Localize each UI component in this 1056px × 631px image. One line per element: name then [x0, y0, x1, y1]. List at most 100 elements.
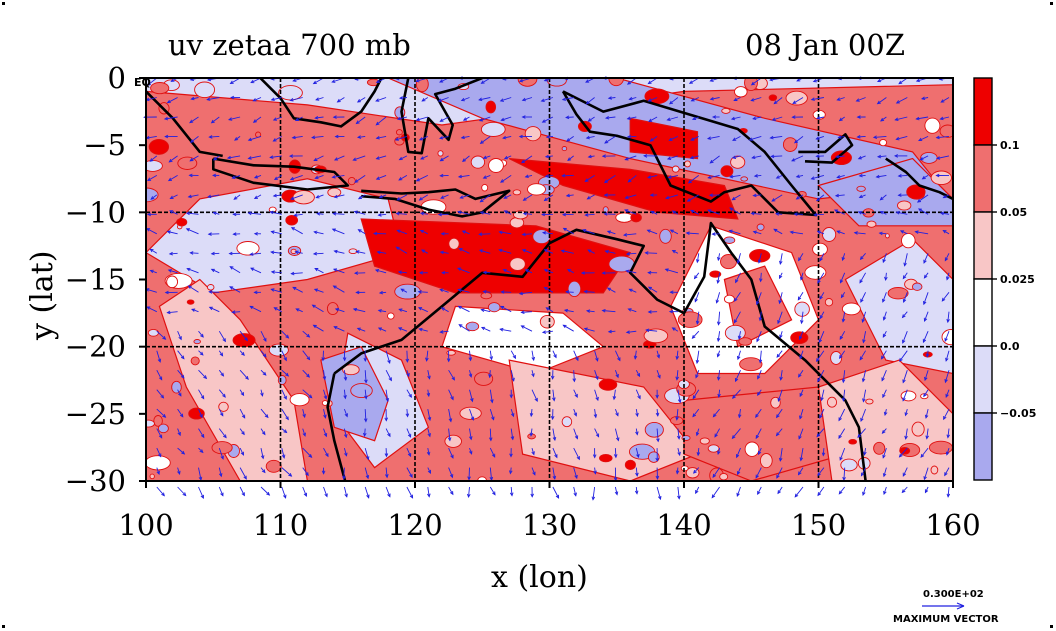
contour-cell [756, 223, 765, 231]
contour-cell [146, 419, 155, 428]
wind-vector [290, 227, 303, 235]
colorbar-swatch [973, 77, 993, 146]
wind-vector [777, 389, 783, 402]
wind-vector [752, 116, 762, 121]
coastline-segment [212, 157, 350, 191]
wind-vector [500, 290, 512, 294]
wind-vector [198, 447, 204, 454]
wind-vector [552, 467, 557, 480]
wind-vector [925, 428, 929, 440]
wind-vector [458, 248, 470, 254]
wind-vector [260, 486, 271, 496]
wind-vector [530, 486, 535, 498]
wind-vector [293, 213, 303, 217]
contour-cell [930, 465, 939, 475]
wind-vector [363, 350, 368, 363]
wind-vector [799, 272, 804, 281]
contour-cell [265, 459, 282, 473]
wind-vector [448, 486, 454, 496]
wind-vector [439, 173, 449, 178]
wind-vector [585, 309, 595, 313]
wind-vector [560, 249, 574, 254]
wind-vector [716, 331, 721, 343]
wind-vector [419, 211, 428, 216]
wind-vector [355, 116, 366, 125]
contour-cell [920, 151, 938, 164]
wind-vector [857, 428, 866, 438]
wind-vector [729, 207, 741, 215]
wind-vector [587, 249, 595, 254]
wind-vector [566, 136, 574, 142]
contour-cell [615, 212, 634, 223]
wind-vector [706, 135, 720, 140]
wind-vector [860, 467, 866, 477]
wind-vector [734, 292, 741, 302]
wind-vector [250, 267, 262, 274]
wind-vector [311, 135, 324, 140]
wind-vector [156, 486, 165, 497]
wind-vector [323, 408, 327, 419]
contour-cell [721, 107, 731, 114]
wind-vector [904, 428, 908, 440]
wind-vector [177, 467, 181, 475]
contour-cell [720, 165, 734, 178]
coastline-segment [561, 90, 818, 217]
wind-vector [364, 447, 370, 461]
wind-vector [882, 389, 887, 399]
wind-vector [510, 370, 515, 382]
wind-vector [466, 486, 471, 499]
wind-vector [302, 369, 311, 378]
wind-vector [626, 134, 637, 139]
contour-cell [567, 280, 582, 298]
wind-vector [405, 350, 410, 363]
contour-cell [539, 314, 555, 329]
wind-vector [281, 369, 290, 377]
wind-vector [229, 286, 241, 293]
wind-vector [281, 408, 289, 421]
wind-vector [352, 155, 366, 161]
wind-vector [210, 116, 220, 124]
contour-cell [911, 282, 923, 291]
wind-vector [736, 253, 741, 265]
wind-vector [480, 308, 491, 313]
wind-vector [717, 447, 721, 455]
wind-vector [820, 389, 825, 402]
wind-vector [777, 486, 783, 495]
wind-vector [281, 486, 287, 499]
wind-vector [273, 307, 283, 313]
wind-vector [709, 155, 720, 164]
wind-vector [508, 467, 513, 475]
wind-vector [561, 212, 574, 217]
wind-vector [923, 253, 929, 264]
wind-vector [260, 448, 265, 460]
wind-vector [500, 116, 512, 122]
wind-vector [945, 447, 950, 456]
wind-vector [565, 193, 574, 198]
x-tick-label: 130 [522, 508, 577, 542]
wind-vector [859, 253, 866, 261]
wind-vector [755, 467, 762, 479]
wind-vector [859, 272, 866, 284]
wind-vector [260, 350, 267, 358]
wind-vector [750, 77, 762, 86]
wind-vector [503, 194, 512, 199]
wind-vector [836, 230, 845, 235]
wind-vector [895, 135, 908, 141]
wind-vector [945, 350, 950, 362]
wind-vector [518, 291, 533, 296]
wind-vector [207, 194, 220, 199]
wind-vector [314, 268, 324, 274]
wind-vector [352, 307, 366, 313]
wind-vector [260, 408, 269, 419]
wind-vector [357, 194, 366, 200]
x-axis-label: x (lon) [491, 560, 588, 595]
wind-vector [210, 251, 220, 256]
contour-cell [218, 401, 229, 412]
wind-vector [510, 408, 515, 418]
wind-vector [943, 408, 950, 421]
wind-vector [757, 253, 762, 264]
wind-vector [731, 155, 741, 159]
wind-vector [920, 96, 929, 101]
wind-vector [671, 210, 679, 215]
wind-vector [770, 154, 783, 159]
